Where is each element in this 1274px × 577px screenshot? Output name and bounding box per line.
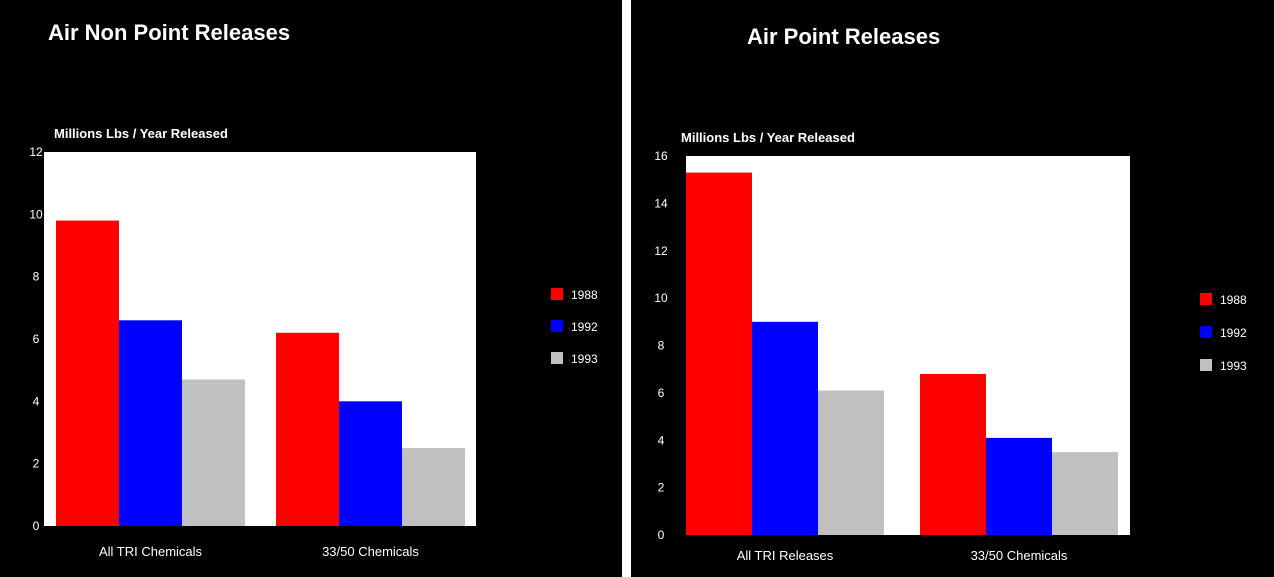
chart-panel-air-point: Air Point Releases Millions Lbs / Year R…: [631, 0, 1274, 577]
legend-label: 1993: [571, 352, 598, 366]
legend-swatch: [1200, 293, 1212, 305]
y-tick-label: 4: [658, 433, 665, 447]
y-axis-label: Millions Lbs / Year Released: [681, 130, 855, 145]
category-label: All TRI Chemicals: [99, 544, 203, 559]
bar-1993-0: [818, 390, 884, 535]
legend-swatch: [551, 352, 563, 364]
legend-swatch: [551, 320, 563, 332]
y-tick-label: 0: [658, 528, 665, 542]
y-tick-label: 6: [33, 332, 40, 346]
y-tick-label: 0: [33, 519, 40, 533]
bar-1992-0: [119, 320, 182, 526]
chart-panel-air-non-point: Air Non Point Releases Millions Lbs / Ye…: [0, 0, 622, 577]
y-tick-label: 8: [33, 270, 40, 284]
y-tick-label: 14: [654, 196, 668, 210]
legend-label: 1988: [1220, 293, 1247, 307]
y-tick-label: 6: [658, 386, 665, 400]
legend-label: 1992: [571, 320, 598, 334]
y-tick-label: 12: [29, 145, 43, 159]
bar-1988-1: [276, 332, 339, 526]
legend-label: 1992: [1220, 326, 1247, 340]
category-label: 33/50 Chemicals: [971, 548, 1068, 563]
chart-air-non-point: Millions Lbs / Year Released 0 2 4 6 8 10 12 All…: [29, 126, 598, 559]
bar-1993-1: [1052, 452, 1118, 535]
legend-swatch: [1200, 326, 1212, 338]
y-tick-label: 10: [654, 291, 668, 305]
y-tick-label: 16: [654, 149, 668, 163]
chart-air-point: Millions Lbs / Year Released 0 2 4 6 8 10 12 14 1…: [654, 130, 1247, 563]
bar-1993-1: [402, 448, 465, 526]
bar-1993-0: [182, 379, 245, 526]
y-tick-label: 10: [29, 207, 43, 221]
y-tick-label: 2: [33, 457, 40, 471]
y-tick-label: 4: [33, 394, 40, 408]
bar-1992-1: [339, 401, 402, 526]
legend-swatch: [551, 288, 563, 300]
category-label: 33/50 Chemicals: [322, 544, 419, 559]
bar-1992-1: [986, 437, 1052, 535]
y-tick-label: 12: [654, 244, 668, 258]
legend-swatch: [1200, 359, 1212, 371]
bar-1988-0: [686, 172, 752, 536]
category-label: All TRI Releases: [737, 548, 834, 563]
bar-1992-0: [752, 321, 818, 535]
y-axis-label: Millions Lbs / Year Released: [54, 126, 228, 141]
legend-label: 1988: [571, 288, 598, 302]
chart-title: Air Point Releases: [747, 24, 941, 49]
bar-1988-1: [920, 373, 986, 535]
y-tick-label: 2: [658, 481, 665, 495]
y-tick-label: 8: [658, 339, 665, 353]
bar-1988-0: [56, 220, 119, 527]
legend-label: 1993: [1220, 359, 1247, 373]
chart-title: Air Non Point Releases: [48, 20, 291, 45]
